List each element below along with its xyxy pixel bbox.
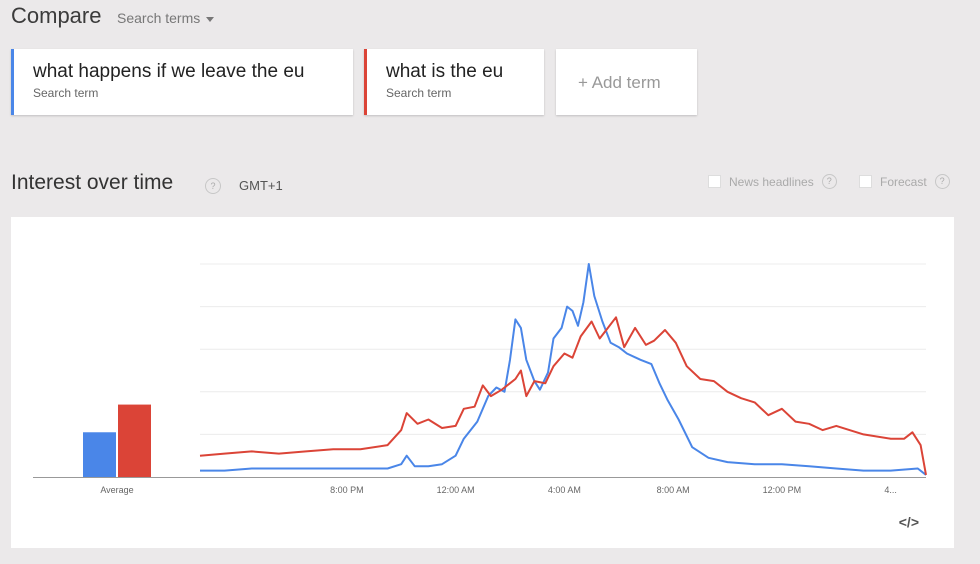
compare-title: Compare — [11, 3, 102, 28]
section-title: Interest over time — [11, 171, 174, 194]
term-card-2[interactable]: what is the eu Search term — [364, 49, 544, 115]
search-terms-label: Search terms — [117, 10, 201, 26]
average-bar — [83, 432, 116, 477]
search-terms-dropdown[interactable]: Search terms — [117, 10, 215, 26]
forecast-option: Forecast ? — [859, 174, 950, 189]
x-tick-label: 12:00 PM — [763, 485, 802, 495]
timezone-label: GMT+1 — [239, 178, 283, 193]
chart-panel: Average 8:00 PM 12:00 AM 4:00 AM 8:00 AM 12:0… — [11, 217, 954, 548]
average-label: Average — [100, 485, 133, 495]
term-color-bar — [11, 49, 14, 115]
forecast-label: Forecast — [880, 174, 927, 189]
forecast-checkbox[interactable] — [859, 175, 872, 188]
add-term-label: + Add term — [578, 73, 661, 92]
term-text: what happens if we leave the eu — [33, 61, 305, 82]
help-icon[interactable]: ? — [934, 174, 950, 189]
news-headlines-checkbox[interactable] — [708, 175, 721, 188]
x-tick-label: 4:00 AM — [548, 485, 581, 495]
interest-over-time-chart: Average 8:00 PM 12:00 AM 4:00 AM 8:00 AM 12:0… — [33, 263, 927, 495]
help-icon[interactable]: ? — [821, 174, 837, 189]
term-text: what is the eu — [386, 61, 504, 82]
embed-code-button[interactable]: </> — [898, 514, 919, 530]
series-line — [200, 263, 927, 476]
news-headlines-label: News headlines — [729, 174, 814, 189]
term-sublabel: Search term — [386, 86, 452, 100]
term-sublabel: Search term — [33, 86, 99, 100]
x-tick-label: 4... — [884, 485, 897, 495]
x-tick-label: 8:00 AM — [657, 485, 690, 495]
term-card-1[interactable]: what happens if we leave the eu Search t… — [11, 49, 353, 115]
add-term-button[interactable]: + Add term — [556, 49, 697, 115]
news-headlines-option: News headlines ? — [708, 174, 837, 189]
help-icon[interactable]: ? — [205, 178, 221, 194]
term-color-bar — [364, 49, 367, 115]
average-bar — [118, 404, 151, 477]
x-tick-label: 12:00 AM — [437, 485, 475, 495]
x-tick-label: 8:00 PM — [330, 485, 364, 495]
caret-down-icon — [206, 16, 215, 22]
series-line — [199, 316, 927, 476]
